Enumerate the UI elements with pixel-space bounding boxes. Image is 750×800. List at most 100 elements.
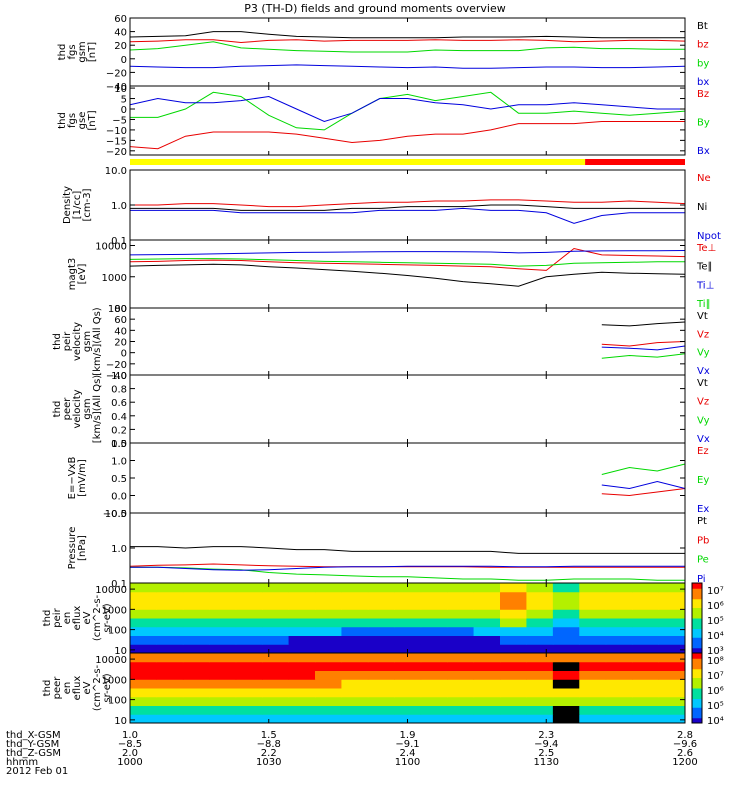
series-line-Ne (130, 199, 686, 208)
x-tick-label: −8.5 (118, 739, 142, 750)
spectrogram-cell (394, 714, 422, 724)
series-line-bx (129, 64, 686, 69)
spectrogram-cell (394, 688, 422, 698)
spectrogram-cell (156, 583, 184, 593)
series-line-Te∥ (129, 263, 686, 287)
spectrogram-cell (341, 696, 369, 706)
spectrogram-cell (394, 618, 422, 628)
y-axis-label: peir (52, 607, 63, 627)
y-tick-label: −0.5 (103, 509, 127, 520)
spectrogram-cell (288, 688, 316, 698)
colorbar-cell (692, 717, 702, 720)
spectrogram-cell (658, 670, 686, 680)
y-tick-label: 10000 (95, 242, 127, 253)
y-tick-label: 10.0 (105, 166, 127, 177)
spectrogram-cell (526, 609, 554, 619)
colorbar-cell (692, 684, 702, 687)
spectrogram-cell (526, 696, 554, 706)
spectrogram-cell (235, 714, 263, 724)
spectrogram-cell (367, 600, 395, 610)
spectrogram-cell (394, 626, 422, 636)
spectrogram-cell (552, 714, 580, 724)
spectrogram-cell (288, 583, 316, 593)
y-tick-label: 20 (114, 41, 127, 52)
colorbar-cell (692, 682, 702, 685)
y-tick-label: 20 (114, 338, 127, 349)
spectrogram-cell (579, 670, 607, 680)
colorbar-cell (692, 695, 702, 698)
spectrogram-cell (632, 653, 660, 663)
colorbar-cell (692, 633, 702, 636)
spectrogram-cell (235, 600, 263, 610)
legend-Bx: Bx (697, 146, 710, 157)
y-axis-label: Density (62, 186, 73, 224)
spectrogram-cell (552, 670, 580, 680)
colorbar-cell (692, 677, 702, 680)
spectrogram-cell (182, 600, 210, 610)
series-line-Ex (601, 480, 686, 490)
spectrogram-cell (182, 705, 210, 715)
spectrogram-cell (579, 591, 607, 601)
spectrogram-cell (526, 705, 554, 715)
spectrogram-cell (315, 679, 342, 689)
spectrogram-cell (394, 679, 422, 689)
spectrogram-cell (209, 653, 237, 663)
spectrogram-cell (552, 679, 580, 689)
colorbar-cell (692, 674, 702, 677)
series-line-Bz (129, 121, 685, 150)
spectrogram-cell (315, 644, 342, 654)
spectrogram-cell (130, 696, 157, 706)
spectrogram-cell (552, 600, 580, 610)
spectrogram-cell (579, 583, 607, 593)
spectrogram-cell (235, 653, 263, 663)
y-tick-label: 10 (114, 716, 127, 727)
colorbar-cell (692, 700, 702, 703)
spectrogram-cell (156, 600, 184, 610)
colorbar-cell (692, 635, 702, 638)
spectrogram-cell (500, 670, 527, 680)
spectrogram-cell (420, 679, 448, 689)
spectrogram-cell (605, 705, 633, 715)
colorbar-cell (692, 647, 702, 650)
spectrogram-cell (552, 583, 580, 593)
spectrogram-cell (367, 644, 395, 654)
spectrogram-cell (209, 583, 237, 593)
y-tick-label: 0.2 (111, 425, 127, 436)
spectrogram-cell (209, 626, 237, 636)
spectrogram-cell (156, 644, 184, 654)
colorbar-cell (692, 660, 702, 663)
series-line-Ni (130, 204, 685, 211)
spectrogram-cell (288, 600, 316, 610)
spectrogram-cell (473, 696, 501, 706)
colorbar-cell (692, 691, 702, 694)
colorbar-cell (692, 586, 702, 589)
panel-pressure: Pressure [nPa] Pt Pb Pe Pi 10.0 1.0 0.1 (67, 509, 709, 590)
spectrogram-cell (632, 670, 660, 680)
spectrogram-cell (605, 679, 633, 689)
spectrogram-cell (632, 696, 660, 706)
spectrogram-cell (156, 696, 184, 706)
colorbar-cell (692, 621, 702, 624)
y-axis-label: (cm^2-s- (92, 594, 103, 641)
y-axis-label: thd (52, 401, 63, 418)
spectrogram-cell (156, 714, 184, 724)
y-tick-label: 0.1 (111, 236, 127, 247)
spectrogram-cell (420, 670, 448, 680)
spectrogram-cell (130, 583, 157, 593)
colorbar-cell (692, 721, 702, 724)
spectrogram-cell (182, 661, 210, 671)
colorbar-label: 10⁵ (707, 616, 724, 627)
colorbar-label: 10⁷ (707, 671, 724, 682)
y-tick-label: 40 (114, 326, 127, 337)
spectrogram-cell (526, 653, 554, 663)
legend-Vt: Vt (697, 311, 708, 322)
spectrogram-cell (182, 583, 210, 593)
series-line-Vz (601, 341, 686, 347)
y-axis-label: [km/s](All Qs) (92, 307, 103, 375)
colorbar-cell (692, 667, 702, 670)
legend-Bt: Bt (697, 21, 708, 32)
spectrogram-cell (579, 618, 607, 628)
spectrogram-cell (473, 618, 501, 628)
spectrogram-cell (526, 644, 554, 654)
